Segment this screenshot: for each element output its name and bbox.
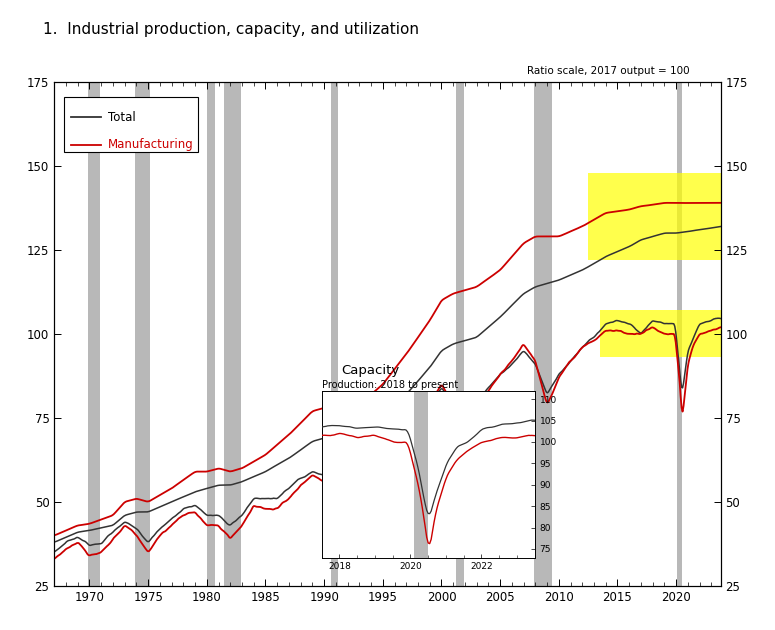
Bar (64, 97, 198, 152)
Text: 1.  Industrial production, capacity, and utilization: 1. Industrial production, capacity, and … (43, 22, 419, 37)
Bar (456, 82, 463, 586)
Text: Capacity: Capacity (342, 364, 400, 377)
Bar (414, 391, 428, 558)
Text: Production: Production (394, 432, 466, 444)
Bar (135, 82, 150, 586)
Bar (88, 82, 100, 586)
Bar (225, 82, 241, 586)
Bar (588, 173, 721, 260)
Bar (600, 311, 721, 357)
Text: Manufacturing: Manufacturing (108, 139, 193, 151)
Text: Ratio scale, 2017 output = 100: Ratio scale, 2017 output = 100 (527, 66, 690, 76)
Text: Total: Total (108, 111, 136, 123)
Text: Production: 2018 to present: Production: 2018 to present (322, 380, 458, 390)
Bar (207, 82, 215, 586)
Bar (331, 82, 338, 586)
Bar (677, 82, 682, 586)
Bar (534, 82, 552, 586)
